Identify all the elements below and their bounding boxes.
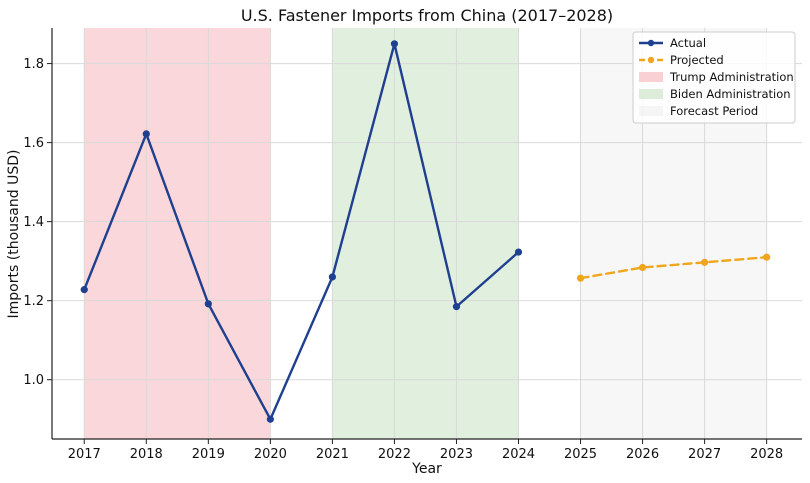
x-axis-title: Year (411, 461, 442, 477)
data-point-projected (638, 263, 647, 272)
gridlines (52, 28, 802, 439)
legend-label-actual: Actual (670, 36, 706, 50)
x-tick-label: 2028 (750, 447, 783, 462)
series-line-actual (83, 42, 520, 421)
data-point-actual (452, 303, 461, 311)
x-tick-label: 2018 (130, 447, 163, 462)
x-tick-label: 2024 (502, 447, 535, 462)
data-point-actual (328, 273, 336, 281)
x-tick-label: 2020 (254, 447, 287, 462)
shaded-regions (84, 28, 767, 439)
data-point-actual (204, 300, 212, 308)
legend-swatch-trump-administration (639, 72, 663, 82)
data-point-projected (701, 258, 709, 266)
data-point-actual (266, 415, 274, 423)
x-tick-label: 2027 (688, 447, 721, 462)
legend-marker-actual (647, 39, 655, 47)
x-tick-label: 2022 (378, 447, 411, 462)
axes (51, 28, 802, 440)
legend-label-forecast-period: Forecast Period (670, 104, 758, 118)
band-trump-administration (84, 28, 271, 439)
data-point-actual (142, 130, 150, 138)
chart-title: U.S. Fastener Imports from China (2017–2… (241, 6, 613, 25)
legend-label-trump-administration: Trump Administration (669, 70, 794, 84)
data-point-actual (390, 40, 399, 48)
y-tick-label: 1.6 (23, 136, 44, 151)
x-tick-label: 2019 (192, 447, 225, 462)
data-point-projected (576, 274, 585, 282)
ticks: 2017 2018 2019 2020 2021 2022 2023 2024 2025 2026… (23, 57, 783, 462)
y-tick-label: 1.0 (23, 373, 44, 388)
legend-swatch-forecast-period (639, 106, 663, 116)
y-axis-title: Imports (thousand USD) (6, 150, 22, 319)
data-point-projected (763, 253, 771, 261)
series-layer (80, 40, 771, 423)
band-biden-administration (332, 28, 519, 439)
x-tick-label: 2026 (626, 447, 659, 462)
x-tick-label: 2023 (440, 447, 473, 462)
y-tick-label: 1.4 (23, 215, 44, 230)
x-tick-label: 2017 (68, 447, 101, 462)
legend-swatch-biden-administration (639, 89, 663, 99)
legend-label-biden-administration: Biden Administration (670, 87, 791, 101)
x-tick-label: 2025 (564, 447, 597, 462)
x-tick-label: 2021 (316, 447, 349, 462)
y-tick-label: 1.8 (23, 57, 44, 72)
data-point-actual (514, 248, 523, 256)
legend-frame (632, 31, 796, 124)
legend: Actual Projected Trump Administration Biden… (632, 31, 796, 124)
legend-label-projected: Projected (670, 53, 724, 67)
legend-marker-projected (647, 56, 655, 64)
data-point-actual (80, 286, 88, 294)
series-line-projected (579, 256, 768, 280)
y-tick-label: 1.2 (23, 294, 44, 309)
